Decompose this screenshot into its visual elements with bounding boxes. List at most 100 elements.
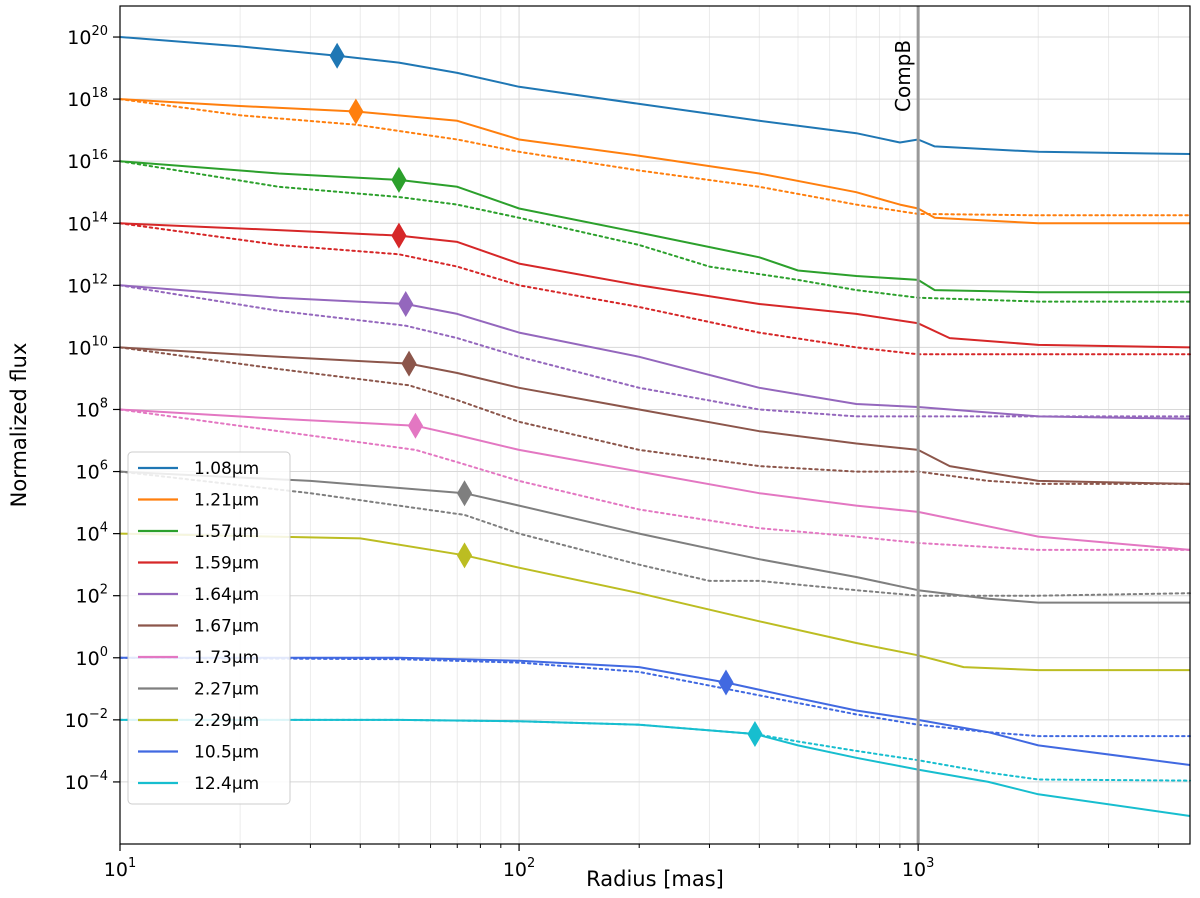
y-tick-base: 10 <box>67 27 91 49</box>
x-axis-label: Radius [mas] <box>586 867 724 891</box>
y-axis: 1020101810161014101210101081061041021001… <box>65 24 120 794</box>
y-tick-exp: 8 <box>100 396 108 411</box>
legend-label: 2.29μm <box>194 711 259 731</box>
y-tick-base: 10 <box>76 524 100 546</box>
legend-item-12-4-m: 12.4μm <box>138 774 259 794</box>
legend-item-1-73-m: 1.73μm <box>138 648 259 668</box>
series-1-64-m-solid-line <box>119 284 1191 420</box>
y-tick-base: 10 <box>67 213 91 235</box>
x-tick-label: 102 <box>503 856 535 881</box>
series-1-57-m-marker <box>391 166 407 193</box>
legend-label: 1.59μm <box>194 554 259 574</box>
series-1-73-m-solid-line <box>119 408 1191 551</box>
series-1-73-m-marker <box>407 412 424 439</box>
y-tick-label: 10−2 <box>65 707 108 732</box>
y-tick-base: 10 <box>67 151 91 173</box>
series-1-57-m-dotted-line <box>119 160 1191 303</box>
series-10-5-m-solid-line <box>120 656 1191 766</box>
y-tick-exp: 2 <box>100 583 108 598</box>
legend-item-1-59-m: 1.59μm <box>138 554 259 574</box>
x-tick-label: 101 <box>104 856 136 881</box>
x-tick-exp: 3 <box>926 856 934 871</box>
plot-frame <box>119 5 1191 845</box>
y-axis-label: Normalized flux <box>7 343 31 508</box>
y-tick-label: 106 <box>76 459 108 484</box>
series-1-73-m-dotted-line <box>119 408 1191 551</box>
series-2-29-m-marker <box>456 542 473 569</box>
legend-label: 12.4μm <box>194 774 259 794</box>
y-tick-base: 10 <box>67 89 91 111</box>
y-tick-base: 10 <box>76 462 100 484</box>
series-12-4-m-marker <box>747 721 763 747</box>
legend-label: 1.67μm <box>194 617 259 637</box>
legend-label: 1.08μm <box>194 459 259 479</box>
y-tick-label: 104 <box>76 521 108 546</box>
x-axis: 101 102 103 <box>104 844 1159 881</box>
compb-label: CompB <box>891 40 915 112</box>
legend-item-2-29-m: 2.29μm <box>138 711 259 731</box>
y-tick-base: 10 <box>65 710 89 732</box>
legend-label: 1.21μm <box>194 491 259 511</box>
legend-label: 1.57μm <box>194 522 259 542</box>
series-2-27-m-dotted-line <box>119 470 1191 597</box>
y-tick-base: 10 <box>67 337 91 359</box>
x-tick-label: 103 <box>902 856 934 881</box>
y-tick-base: 10 <box>76 648 100 670</box>
y-tick-exp: 6 <box>100 459 108 474</box>
series-1-67-m-solid-line <box>119 346 1191 485</box>
y-tick-label: 1014 <box>67 210 108 235</box>
legend-label: 2.27μm <box>194 680 259 700</box>
y-tick-exp: 16 <box>91 148 108 163</box>
series-1-21-m-dotted-line <box>119 98 1191 217</box>
series-2-29-m-solid-line <box>119 532 1190 672</box>
y-tick-base: 10 <box>76 586 100 608</box>
y-tick-label: 10−4 <box>65 769 108 794</box>
legend: 1.08μm 1.21μm 1.57μm 1.59μm 1.64μm 1.67μm 1.73… <box>127 451 291 805</box>
y-tick-label: 1020 <box>67 24 108 49</box>
y-tick-exp: 14 <box>91 210 108 225</box>
x-tick-base: 10 <box>104 859 128 881</box>
y-tick-label: 1016 <box>67 148 108 173</box>
y-tick-base: 10 <box>76 399 100 421</box>
grid <box>119 6 1190 844</box>
series-10-5-m-dotted-line <box>119 656 1191 738</box>
legend-item-2-27-m: 2.27μm <box>138 680 259 700</box>
legend-item-1-08-m: 1.08μm <box>138 459 259 479</box>
x-tick-exp: 2 <box>527 856 535 871</box>
series-1-64-m-dotted-line <box>119 284 1191 418</box>
y-tick-exp: 0 <box>100 645 108 660</box>
series-12-4-m-solid-line <box>120 718 1191 817</box>
x-tick-base: 10 <box>503 859 527 881</box>
x-tick-exp: 1 <box>128 856 136 871</box>
series-layer <box>119 36 1191 817</box>
series-1-59-m-marker <box>391 222 407 249</box>
y-tick-label: 108 <box>76 396 108 421</box>
series-1-08-m-solid-line <box>119 36 1191 155</box>
y-tick-label: 102 <box>76 583 108 608</box>
y-tick-exp: 20 <box>91 24 108 39</box>
y-tick-exp: −4 <box>89 769 108 784</box>
y-tick-exp: 18 <box>91 86 108 101</box>
annotation-layer: CompB <box>891 6 920 844</box>
series-1-57-m-solid-line <box>119 160 1190 294</box>
legend-item-1-67-m: 1.67μm <box>138 617 259 637</box>
y-tick-label: 1010 <box>67 334 108 359</box>
legend-label: 1.64μm <box>194 585 259 605</box>
series-2-27-m-marker <box>456 480 473 507</box>
legend-item-1-21-m: 1.21μm <box>138 491 259 511</box>
series-1-67-m-marker <box>401 350 417 377</box>
y-tick-label: 100 <box>76 645 108 670</box>
legend-item-10-5-m: 10.5μm <box>138 743 259 763</box>
y-tick-label: 1012 <box>67 272 108 297</box>
series-1-64-m-marker <box>398 291 414 318</box>
y-tick-label: 1018 <box>67 86 108 111</box>
legend-box <box>127 451 291 805</box>
y-tick-exp: 4 <box>100 521 108 536</box>
y-tick-exp: −2 <box>89 707 108 722</box>
y-tick-exp: 10 <box>91 334 108 349</box>
series-1-67-m-dotted-line <box>119 346 1191 485</box>
series-2-27-m-solid-line <box>119 470 1190 604</box>
legend-label: 10.5μm <box>194 743 259 763</box>
legend-label: 1.73μm <box>194 648 259 668</box>
